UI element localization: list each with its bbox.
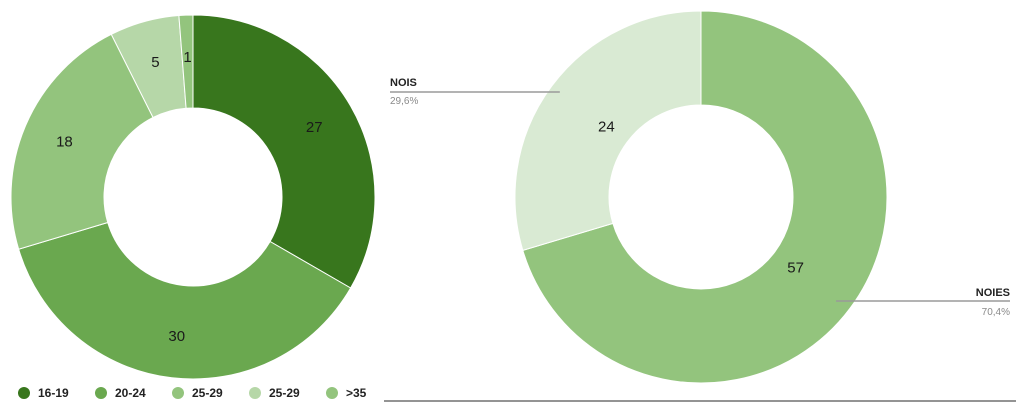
legend-swatch-0 — [18, 387, 30, 399]
age-legend: 16-19 20-24 25-29 25-29 >35 — [18, 386, 367, 400]
slice-35-4 — [178, 14, 194, 109]
slice-16-19-0 — [192, 14, 376, 289]
callout-name-nois: NOIS — [390, 77, 417, 89]
slice-value-label-2: 18 — [56, 134, 73, 151]
legend-swatch-2 — [172, 387, 184, 399]
slice-value-label-1: 24 — [598, 119, 615, 136]
slice-value-label-4: 1 — [183, 49, 191, 66]
legend-label-3: 25-29 — [269, 386, 300, 400]
callout-percent-nois: 29,6% — [390, 96, 418, 107]
slice-value-label-0: 57 — [787, 259, 804, 276]
slice-20-24-1 — [18, 221, 352, 380]
slice-value-label-3: 5 — [151, 54, 159, 71]
slice-noies-0 — [522, 10, 888, 384]
legend-label-2: 25-29 — [192, 386, 223, 400]
legend-label-4: >35 — [346, 386, 367, 400]
legend-swatch-1 — [95, 387, 107, 399]
legend-swatch-3 — [249, 387, 261, 399]
age-donut-chart: 27 30 18 5 1 — [10, 14, 376, 380]
legend-label-1: 20-24 — [115, 386, 146, 400]
gender-donut-chart: 57 24 NOIS 29,6% NOIES 70,4% — [390, 10, 1010, 384]
legend-label-0: 16-19 — [38, 386, 69, 400]
callout-percent-noies: 70,4% — [982, 307, 1010, 318]
slice-nois-1 — [514, 10, 702, 251]
slice-25-29-2 — [10, 33, 154, 250]
slice-value-label-0: 27 — [306, 119, 323, 136]
callout-name-noies: NOIES — [976, 287, 1010, 299]
slice-value-label-1: 30 — [168, 328, 185, 345]
legend-swatch-4 — [326, 387, 338, 399]
